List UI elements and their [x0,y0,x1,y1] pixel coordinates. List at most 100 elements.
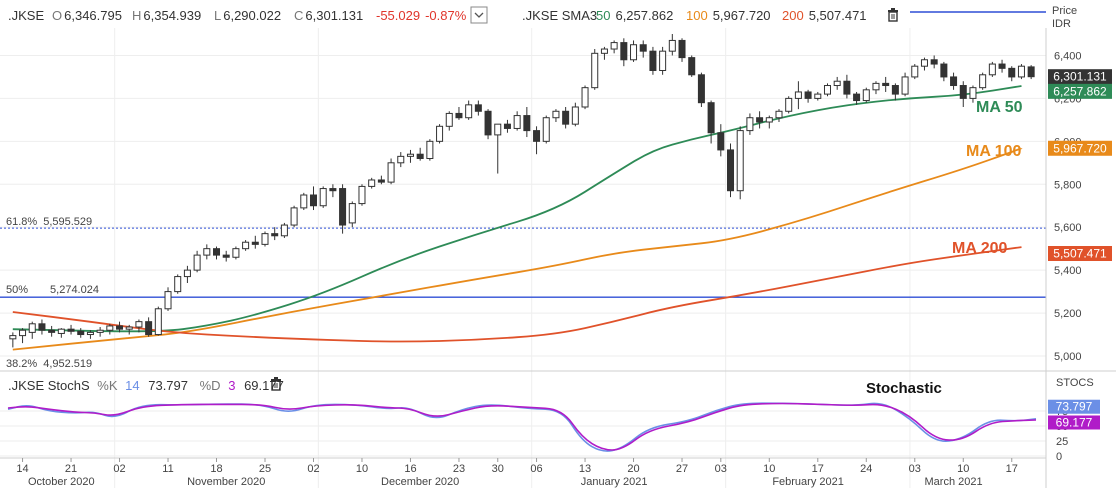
candle [474,100,482,116]
ma50-line [12,85,1022,333]
candle [164,287,172,311]
x-tick-label: 20 [627,463,639,475]
candle [77,328,85,338]
price-tick-label: 5,600 [1054,222,1082,234]
candle [794,81,802,110]
candle [930,55,938,69]
candle [397,152,405,168]
candle [523,106,531,138]
x-month-label: November 2020 [187,476,265,488]
candle [280,222,288,238]
candle [891,83,899,101]
candle [465,100,473,120]
x-tick-label: 30 [492,463,504,475]
candle [387,158,395,185]
candle [48,325,56,337]
svg-text:6,301.131: 6,301.131 [1053,70,1107,84]
candle [920,57,928,71]
main-plot-area [0,28,1046,371]
x-tick-label: 27 [676,463,688,475]
price-header: .JKSE O 6,346.795 H 6,354.939 L 6,290.022 C… [8,8,467,23]
candle [697,72,705,107]
candle [57,328,65,338]
candle [125,324,133,335]
x-month-label: January 2021 [581,476,648,488]
candle [746,113,754,135]
candle [649,46,657,75]
candle [843,74,851,99]
candle [872,81,880,95]
candle [950,72,958,90]
x-month-label: October 2020 [28,476,95,488]
candle [28,321,36,339]
x-month-label: December 2020 [381,476,459,488]
candle [552,109,560,123]
candle [639,40,647,58]
candle [213,246,221,260]
candle [979,72,987,90]
stoch-k-line [7,402,1037,452]
chevron-down-icon [474,12,484,18]
ma50-badge: 6,257.862 [1048,83,1112,99]
candle [222,250,230,262]
x-tick-label: 16 [404,463,416,475]
price-tick-label: 5,000 [1054,351,1082,363]
candle [678,38,686,62]
candle [785,96,793,114]
candle [911,64,919,80]
x-tick-label: 11 [162,463,173,475]
price-tick-label: 5,200 [1054,308,1082,320]
ma200-badge: 5,507.471 [1048,246,1112,262]
x-tick-label: 02 [307,463,319,475]
candle [348,201,356,228]
x-month-label: March 2021 [925,476,983,488]
svg-text:5,507.471: 5,507.471 [1053,247,1107,261]
candle [319,186,327,208]
candle [882,76,890,92]
candle [309,186,317,211]
sma-header: .JKSE SMA3 50 6,257.862 100 5,967.720 200 5… [522,8,867,23]
candle [581,85,589,110]
candle [503,119,511,133]
x-tick-label: 18 [210,463,222,475]
stoch-tick-label: 0 [1056,451,1062,463]
candle [426,139,434,161]
candle [668,34,676,56]
candles [9,34,1035,348]
candle [242,240,250,251]
candle [251,235,259,249]
close-badge: 6,301.131 [1048,69,1112,85]
fib-levels: 61.8% 5,595.529 50% 5,274.024 38.2% 4,952.5… [0,216,1046,370]
candle [1008,66,1016,82]
x-tick-label: 21 [65,463,77,475]
x-tick-label: 03 [715,463,727,475]
stoch-d-line [7,402,1037,451]
candle [600,46,608,60]
price-tick-label: 5,400 [1054,265,1082,277]
trash-icon[interactable] [271,377,281,391]
candle [1017,64,1025,80]
svg-text:6,257.862: 6,257.862 [1053,84,1107,98]
x-tick-label: 17 [1006,463,1018,475]
stoch-grid [0,410,1046,457]
candle [969,85,977,103]
candle [998,59,1006,73]
trash-icon[interactable] [888,8,898,22]
candle [1027,65,1035,80]
candle [135,319,143,333]
candle [290,205,298,228]
candle [329,184,337,198]
x-tick-label: 03 [909,463,921,475]
candle [940,61,948,82]
ma100-badge: 5,967.720 [1048,140,1112,156]
candle [630,40,638,62]
candle [96,327,104,337]
dropdown-toggle[interactable] [470,6,488,24]
candle [571,102,579,127]
svg-text:5,967.720: 5,967.720 [1053,141,1107,155]
candle [756,111,764,129]
candle [765,115,773,129]
candle [484,109,492,140]
candle [736,126,744,200]
